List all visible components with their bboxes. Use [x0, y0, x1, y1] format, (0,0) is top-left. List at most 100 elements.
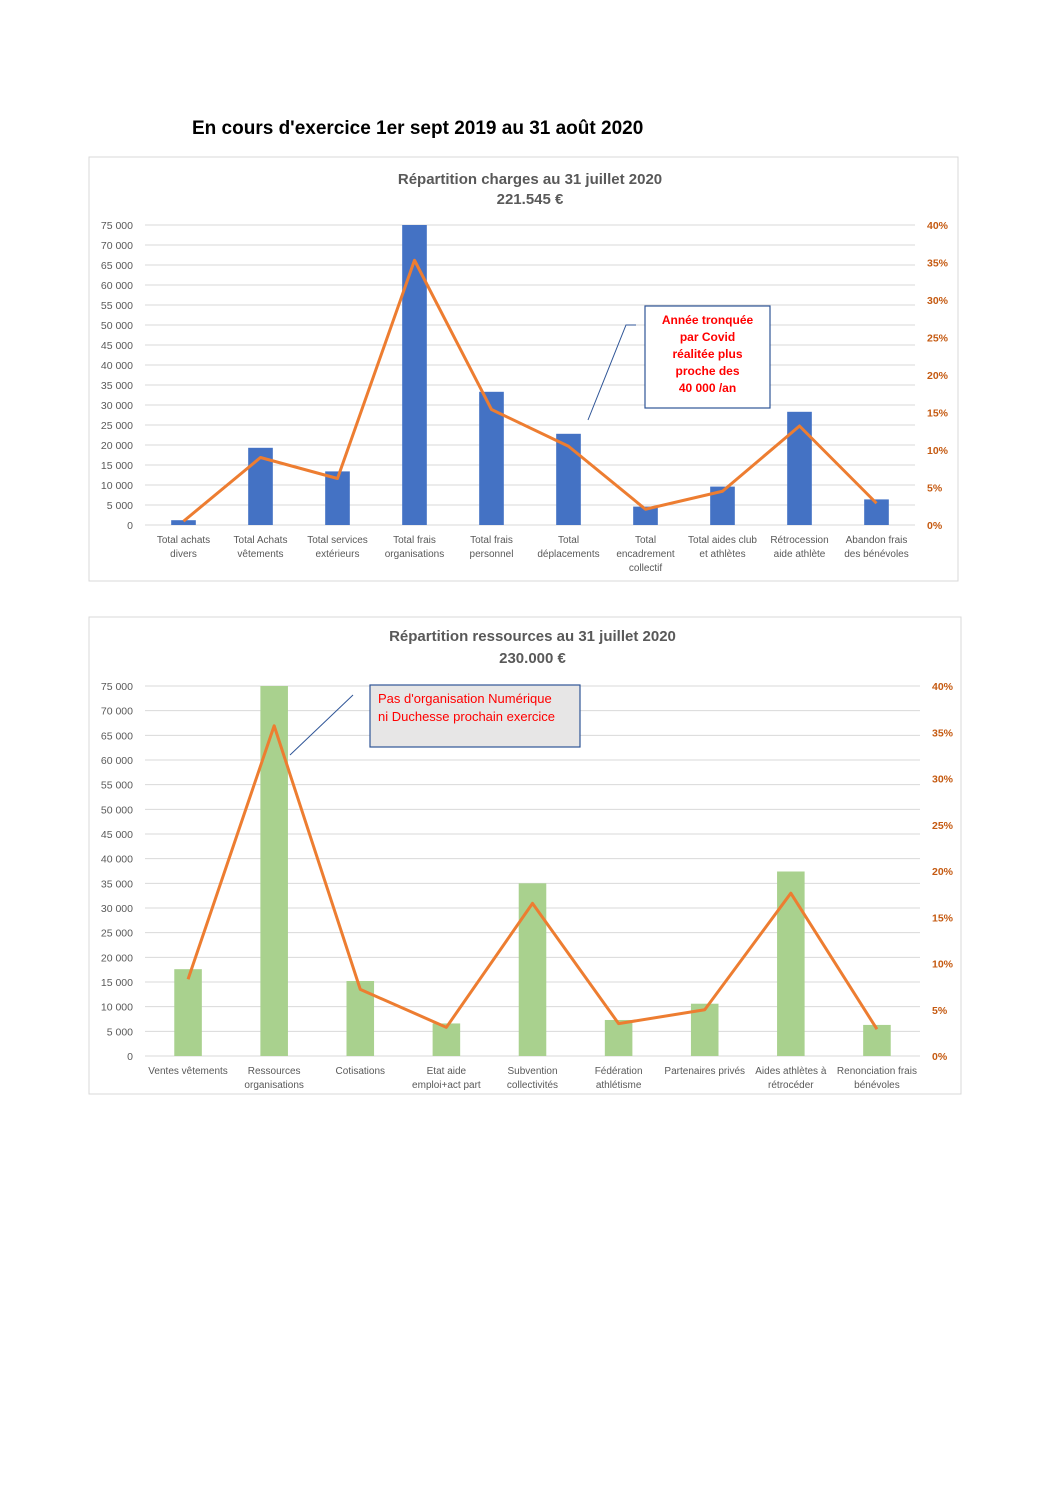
- x-tick-label: Aides athlètes à rétrocéder: [755, 1066, 827, 1091]
- y2-tick-label: 40%: [927, 220, 949, 232]
- x-tick-label: Partenaires privés: [664, 1066, 745, 1077]
- x-tick-label: Ressources organisations: [244, 1066, 303, 1091]
- chart-subtitle: 230.000 €: [499, 650, 566, 667]
- bar: [174, 969, 202, 1056]
- chart-title: Répartition charges au 31 juillet 2020: [398, 171, 662, 188]
- y2-tick-label: 5%: [927, 483, 943, 495]
- x-tick-label: Cotisations: [336, 1066, 385, 1077]
- x-tick-label: Renonciation frais bénévoles: [837, 1066, 917, 1091]
- y2-tick-label: 10%: [927, 445, 949, 457]
- y-tick-label: 5 000: [107, 500, 133, 512]
- x-tick-label: Ventes vêtements: [148, 1066, 228, 1077]
- y-tick-label: 50 000: [101, 804, 133, 816]
- x-tick-label: Total encadrement collectif: [616, 535, 675, 574]
- y-tick-label: 60 000: [101, 280, 133, 292]
- bar: [479, 391, 504, 525]
- bar: [863, 1024, 891, 1056]
- bar: [432, 1023, 461, 1056]
- bar: [171, 520, 196, 525]
- annotation-text: par Covid: [680, 330, 735, 344]
- x-tick-label: Total frais organisations: [385, 535, 444, 560]
- y-tick-label: 35 000: [101, 878, 133, 890]
- y-tick-label: 0: [127, 520, 133, 532]
- bar: [633, 506, 658, 525]
- annotation-text: Pas d'organisation Numérique: [378, 691, 552, 706]
- chart-frame: [88, 156, 959, 582]
- bar: [604, 1019, 633, 1056]
- heading: En cours d'exercice 1er sept 2019 au 31 …: [192, 118, 643, 139]
- y-tick-label: 10 000: [101, 480, 133, 492]
- x-tick-label: Subvention collectivités: [507, 1066, 558, 1091]
- y-tick-label: 40 000: [101, 854, 133, 866]
- y-tick-label: 10 000: [101, 1002, 133, 1014]
- y2-tick-label: 30%: [927, 295, 949, 307]
- y-tick-label: 35 000: [101, 380, 133, 392]
- y2-tick-label: 15%: [932, 912, 954, 924]
- line: [182, 258, 878, 523]
- y2-tick-label: 20%: [932, 866, 954, 878]
- y-tick-label: 30 000: [101, 400, 133, 412]
- x-tick-label: Total frais personnel: [470, 535, 514, 560]
- x-tick-label: Total aides club et athlètes: [688, 535, 757, 560]
- y2-tick-label: 15%: [927, 408, 949, 420]
- annotation-box: [644, 305, 771, 409]
- line: [186, 724, 879, 1030]
- y-tick-label: 45 000: [101, 340, 133, 352]
- y-tick-label: 50 000: [101, 320, 133, 332]
- y-tick-label: 5 000: [107, 1026, 133, 1038]
- annotation-text: Année tronquée: [662, 313, 754, 327]
- x-tick-label: Fédération athlétisme: [595, 1066, 643, 1091]
- annotation-text: 40 000 /an: [679, 381, 736, 395]
- bar: [518, 883, 547, 1056]
- y2-tick-label: 5%: [932, 1005, 948, 1017]
- y2-tick-label: 35%: [927, 258, 949, 270]
- y-tick-label: 65 000: [101, 730, 133, 742]
- chart-subtitle: 221.545 €: [497, 191, 564, 208]
- annotation-text: ni Duchesse prochain exercice: [378, 709, 555, 724]
- bar: [556, 433, 581, 525]
- x-tick-label: Total Achats vêtements: [234, 535, 288, 560]
- bar: [260, 686, 288, 1056]
- y2-tick-label: 20%: [927, 370, 949, 382]
- annotation-leader: [587, 324, 636, 421]
- x-tick-label: Total déplacements: [537, 535, 599, 560]
- y2-tick-label: 25%: [932, 820, 954, 832]
- chart-title: Répartition ressources au 31 juillet 202…: [389, 628, 676, 645]
- y-tick-label: 70 000: [101, 706, 133, 718]
- y2-tick-label: 0%: [927, 520, 943, 532]
- annotation-box: [369, 684, 581, 748]
- bar: [777, 871, 805, 1056]
- y-tick-label: 15 000: [101, 460, 133, 472]
- y-tick-label: 30 000: [101, 903, 133, 915]
- y-tick-label: 0: [127, 1051, 133, 1063]
- y-tick-label: 25 000: [101, 420, 133, 432]
- y-tick-label: 75 000: [101, 220, 133, 232]
- bar: [402, 225, 427, 525]
- y2-tick-label: 0%: [932, 1051, 948, 1063]
- y-tick-label: 70 000: [101, 240, 133, 252]
- y-tick-label: 20 000: [101, 440, 133, 452]
- x-tick-label: Total services extérieurs: [307, 535, 368, 560]
- y2-tick-label: 35%: [932, 727, 954, 739]
- x-tick-label: Abandon frais des bénévoles: [844, 535, 909, 560]
- bar: [864, 499, 889, 525]
- annotation-text: proche des: [675, 364, 739, 378]
- x-tick-label: Rétrocession aide athlète: [770, 535, 828, 560]
- y2-tick-label: 40%: [932, 681, 954, 693]
- y-tick-label: 40 000: [101, 360, 133, 372]
- y-tick-label: 25 000: [101, 928, 133, 940]
- y-tick-label: 55 000: [101, 300, 133, 312]
- y-tick-label: 15 000: [101, 977, 133, 989]
- y-tick-label: 20 000: [101, 952, 133, 964]
- bar: [787, 411, 812, 525]
- y2-tick-label: 10%: [932, 959, 954, 971]
- y-tick-label: 65 000: [101, 260, 133, 272]
- y-tick-label: 55 000: [101, 780, 133, 792]
- bar: [325, 471, 350, 525]
- y-tick-label: 45 000: [101, 829, 133, 841]
- annotation-leader: [289, 694, 354, 756]
- annotation-text: réalitée plus: [672, 347, 742, 361]
- y2-tick-label: 25%: [927, 333, 949, 345]
- y-tick-label: 60 000: [101, 755, 133, 767]
